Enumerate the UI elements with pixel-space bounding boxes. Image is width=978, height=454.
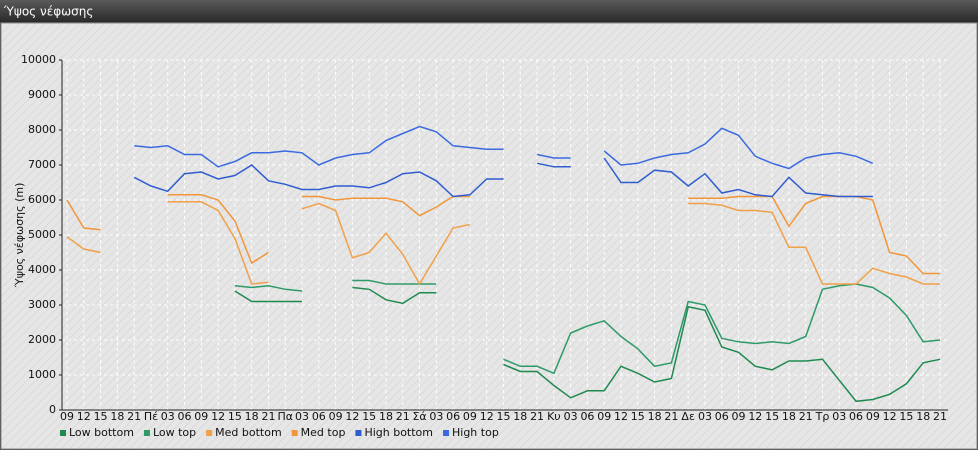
x-tick-label: 12 xyxy=(480,410,494,423)
x-tick-label: 12 xyxy=(345,410,359,423)
x-tick-label: 15 xyxy=(631,410,645,423)
x-tick-label: 06 xyxy=(178,410,192,423)
x-tick-label: Πα xyxy=(277,410,293,423)
x-tick-label: 03 xyxy=(161,410,175,423)
x-tick-label: 21 xyxy=(799,410,813,423)
window-title: Ύψος νέφωσης xyxy=(3,5,93,19)
x-tick-label: 21 xyxy=(933,410,947,423)
x-tick-label: 09 xyxy=(463,410,477,423)
legend-swatch xyxy=(206,430,213,436)
x-tick-label: 21 xyxy=(664,410,678,423)
legend-label: Low top xyxy=(153,426,196,439)
x-tick-label: 15 xyxy=(228,410,242,423)
legend-label: Med bottom xyxy=(215,426,282,439)
legend-swatch xyxy=(291,430,298,436)
x-tick-label: 21 xyxy=(261,410,275,423)
x-tick-label: 06 xyxy=(849,410,863,423)
y-tick-label: 10000 xyxy=(21,53,56,66)
x-tick-label: 15 xyxy=(899,410,913,423)
x-tick-label: 18 xyxy=(648,410,662,423)
y-tick-label: 7000 xyxy=(28,158,56,171)
x-tick-label: 12 xyxy=(77,410,91,423)
x-tick-label: Πέ xyxy=(144,410,158,423)
x-tick-label: 18 xyxy=(110,410,124,423)
y-tick-label: 5000 xyxy=(28,228,56,241)
x-tick-label: 09 xyxy=(60,410,74,423)
legend-swatch xyxy=(355,430,362,436)
x-tick-label: 18 xyxy=(379,410,393,423)
x-tick-label: 03 xyxy=(295,410,309,423)
series-line xyxy=(234,286,941,403)
x-tick-label: 18 xyxy=(916,410,930,423)
legend-label: Low bottom xyxy=(69,426,134,439)
x-tick-label: Δε xyxy=(681,410,695,423)
y-tick-label: 3000 xyxy=(28,298,56,311)
x-tick-label: 06 xyxy=(715,410,729,423)
x-tick-label: 18 xyxy=(513,410,527,423)
series-line xyxy=(133,157,873,198)
y-tick-label: 1000 xyxy=(28,368,56,381)
chart-area xyxy=(0,22,978,450)
y-tick-label: 9000 xyxy=(28,88,56,101)
series-line xyxy=(234,279,941,375)
x-tick-label: 06 xyxy=(580,410,594,423)
title-bar xyxy=(0,0,978,22)
x-tick-label: 15 xyxy=(362,410,376,423)
x-tick-label: 09 xyxy=(732,410,746,423)
x-tick-label: 12 xyxy=(883,410,897,423)
y-tick-label: 2000 xyxy=(28,333,56,346)
x-tick-label: 03 xyxy=(698,410,712,423)
y-tick-label: 0 xyxy=(49,403,56,416)
x-tick-label: 15 xyxy=(765,410,779,423)
legend-swatch xyxy=(60,430,66,436)
x-tick-label: 18 xyxy=(782,410,796,423)
x-tick-label: 09 xyxy=(597,410,611,423)
series-line xyxy=(66,201,940,286)
series-line xyxy=(134,125,874,170)
x-tick-label: 21 xyxy=(396,410,410,423)
x-tick-label: 21 xyxy=(127,410,141,423)
series-line xyxy=(66,194,940,275)
x-tick-label: 03 xyxy=(564,410,578,423)
x-tick-label: 15 xyxy=(94,410,108,423)
x-tick-label: 03 xyxy=(832,410,846,423)
x-tick-label: 09 xyxy=(866,410,880,423)
legend-swatch xyxy=(443,430,449,436)
x-tick-label: 21 xyxy=(530,410,544,423)
y-tick-label: 6000 xyxy=(28,193,56,206)
x-tick-label: 12 xyxy=(614,410,628,423)
x-tick-label: 03 xyxy=(429,410,443,423)
x-tick-label: 06 xyxy=(446,410,460,423)
x-tick-label: 09 xyxy=(329,410,343,423)
x-tick-label: Τρ xyxy=(815,410,830,423)
x-tick-label: Σά xyxy=(412,410,426,423)
x-tick-label: 12 xyxy=(748,410,762,423)
x-tick-label: 06 xyxy=(312,410,326,423)
y-axis-label: Ύψος νέφωσης (m) xyxy=(13,183,26,289)
legend-label: High top xyxy=(452,426,499,439)
x-tick-label: 09 xyxy=(194,410,208,423)
y-tick-label: 4000 xyxy=(28,263,56,276)
x-tick-label: Κυ xyxy=(547,410,561,423)
y-tick-label: 8000 xyxy=(28,123,56,136)
legend-label: Med top xyxy=(301,426,346,439)
x-tick-label: 12 xyxy=(211,410,225,423)
x-tick-label: 18 xyxy=(245,410,259,423)
legend-swatch xyxy=(143,430,150,436)
x-tick-label: 15 xyxy=(497,410,511,423)
legend-label: High bottom xyxy=(364,426,433,439)
